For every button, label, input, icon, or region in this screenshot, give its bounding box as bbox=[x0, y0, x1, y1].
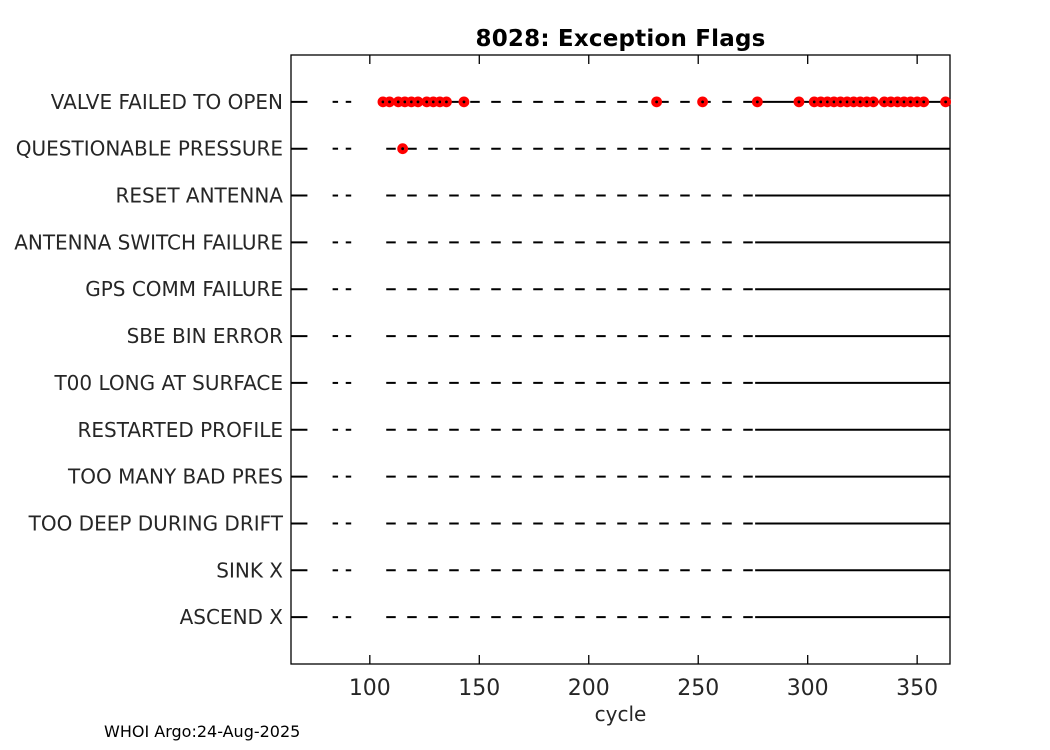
event-marker-center bbox=[425, 100, 429, 104]
y-tick-label: RESET ANTENNA bbox=[115, 184, 283, 208]
y-tick-label: RESTARTED PROFILE bbox=[77, 418, 283, 442]
y-tick-label: TOO DEEP DURING DRIFT bbox=[28, 511, 284, 535]
y-tick-label: SBE BIN ERROR bbox=[127, 324, 284, 348]
x-tick-label: 300 bbox=[787, 676, 829, 701]
event-marker-center bbox=[896, 100, 899, 104]
axes-box bbox=[290, 54, 951, 665]
event-marker-center bbox=[755, 100, 759, 104]
x-axis-label: cycle bbox=[594, 702, 647, 726]
x-tick-label: 150 bbox=[458, 676, 500, 701]
event-marker-center bbox=[438, 100, 442, 104]
footer-credit: WHOI Argo:24-Aug-2025 bbox=[104, 722, 301, 741]
event-marker-center bbox=[871, 100, 875, 104]
event-marker-center bbox=[416, 100, 420, 104]
event-marker-center bbox=[825, 100, 829, 104]
x-tick-label: 250 bbox=[677, 676, 719, 701]
x-tick-label: 350 bbox=[896, 676, 938, 701]
event-marker-center bbox=[396, 100, 400, 104]
y-tick-label: QUESTIONABLE PRESSURE bbox=[16, 137, 283, 161]
event-marker-center bbox=[701, 100, 705, 104]
event-marker-center bbox=[812, 100, 816, 104]
event-marker-center bbox=[944, 100, 948, 104]
event-marker-center bbox=[401, 147, 405, 151]
event-marker-center bbox=[915, 100, 919, 104]
event-marker-center bbox=[403, 100, 407, 104]
event-marker-center bbox=[410, 100, 413, 104]
chart-title: 8028: Exception Flags bbox=[475, 26, 766, 52]
event-marker-center bbox=[839, 100, 842, 104]
event-marker-center bbox=[462, 100, 466, 104]
event-marker-center bbox=[845, 100, 849, 104]
event-marker-center bbox=[882, 100, 886, 104]
y-tick-label: VALVE FAILED TO OPEN bbox=[51, 90, 283, 114]
event-marker-center bbox=[797, 100, 801, 104]
event-marker-center bbox=[388, 100, 391, 104]
x-tick-label: 100 bbox=[349, 676, 391, 701]
event-marker-center bbox=[865, 100, 869, 104]
event-marker-center bbox=[819, 100, 823, 104]
event-marker-center bbox=[858, 100, 862, 104]
y-tick-label: GPS COMM FAILURE bbox=[85, 277, 283, 301]
y-tick-label: TOO MANY BAD PRES bbox=[67, 465, 283, 489]
event-marker-center bbox=[381, 100, 385, 104]
event-marker-center bbox=[832, 100, 836, 104]
event-marker-center bbox=[445, 100, 448, 104]
event-marker-center bbox=[431, 100, 435, 104]
y-tick-label: T00 LONG AT SURFACE bbox=[53, 371, 283, 395]
event-marker-center bbox=[909, 100, 912, 104]
event-marker-center bbox=[922, 100, 926, 104]
event-marker-center bbox=[655, 100, 659, 104]
event-marker-center bbox=[902, 100, 906, 104]
y-tick-label: ANTENNA SWITCH FAILURE bbox=[14, 230, 283, 254]
event-marker-center bbox=[889, 100, 893, 104]
y-tick-label: SINK X bbox=[216, 558, 283, 582]
event-marker-center bbox=[852, 100, 856, 104]
y-tick-label: ASCEND X bbox=[180, 605, 284, 629]
x-tick-label: 200 bbox=[568, 676, 610, 701]
